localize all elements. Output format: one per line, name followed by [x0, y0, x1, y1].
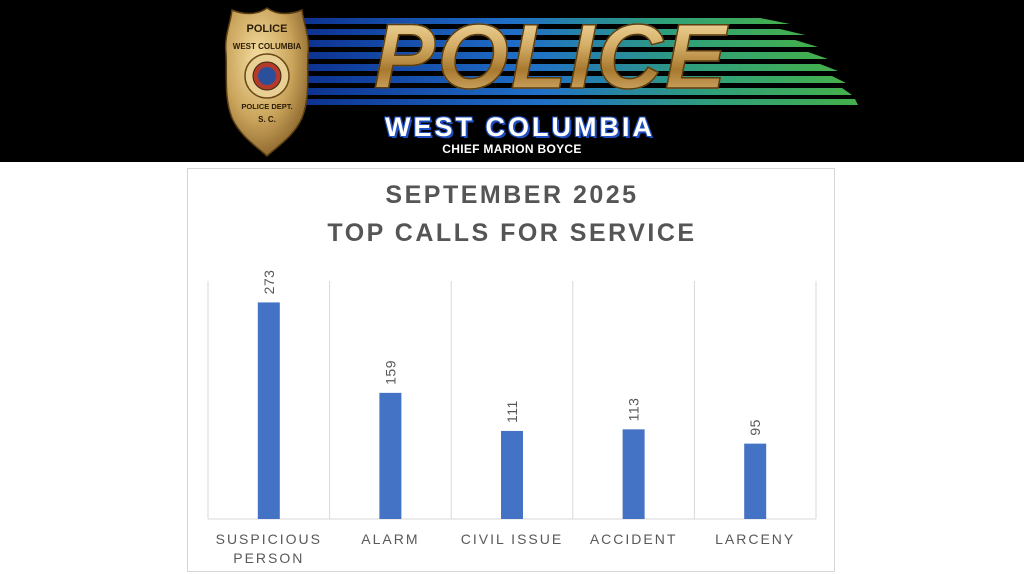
bar-3 [622, 429, 645, 519]
city-name: WEST COLUMBIA [385, 112, 655, 142]
category-label-0-line-0: SUSPICIOUS [216, 531, 322, 547]
bar-1 [379, 392, 402, 519]
header-banner: POLICE WEST COLUMBIA POLICE DEPT. S. C. … [0, 0, 1024, 162]
category-label-0-line-1: PERSON [233, 550, 304, 566]
chart-title-line-2: TOP CALLS FOR SERVICE [327, 219, 696, 247]
bar-0 [257, 302, 280, 519]
bar-4 [744, 443, 767, 519]
police-wordmark: POLICE [356, 4, 746, 110]
data-label-0: 273 [261, 270, 277, 295]
svg-text:POLICE: POLICE [247, 23, 288, 35]
data-label-4: 95 [747, 419, 763, 436]
category-label-4: LARCENY [715, 531, 795, 547]
speed-stripes-graphic [282, 18, 858, 105]
category-label-3: ACCIDENT [590, 531, 678, 547]
data-label-2: 111 [504, 400, 520, 423]
svg-text:WEST COLUMBIA: WEST COLUMBIA [233, 42, 302, 51]
chief-name: CHIEF MARION BOYCE [442, 142, 582, 156]
category-label-1: ALARM [361, 531, 419, 547]
data-label-1: 159 [382, 360, 398, 385]
plot-area: 273 SUSPICIOUS PERSON 159 ALARM 111 CIVIL ISSU… [207, 270, 817, 566]
bar-chart: SEPTEMBER 2025 TOP CALLS FOR SERVICE 273… [207, 181, 817, 566]
chart-panel: SEPTEMBER 2025 TOP CALLS FOR SERVICE 273… [187, 168, 835, 572]
bar-2 [501, 430, 523, 519]
chart-title-line-1: SEPTEMBER 2025 [385, 181, 638, 209]
category-label-2: CIVIL ISSUE [461, 531, 563, 547]
police-badge-logo: POLICE WEST COLUMBIA POLICE DEPT. S. C. [224, 7, 310, 158]
svg-text:S. C.: S. C. [258, 115, 276, 124]
svg-text:POLICE DEPT.: POLICE DEPT. [241, 102, 292, 111]
data-label-3: 113 [626, 398, 642, 422]
